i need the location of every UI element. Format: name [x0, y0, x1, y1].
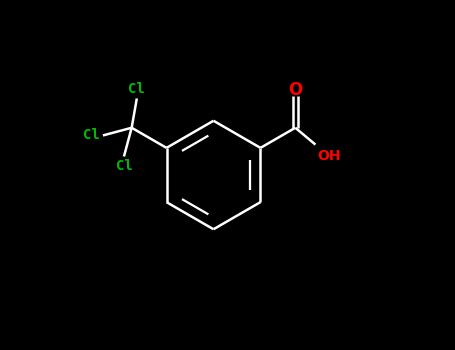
Text: Cl: Cl	[116, 159, 132, 173]
Text: OH: OH	[318, 149, 341, 163]
Text: Cl: Cl	[128, 82, 145, 96]
Text: O: O	[288, 81, 303, 99]
Text: Cl: Cl	[83, 128, 100, 142]
